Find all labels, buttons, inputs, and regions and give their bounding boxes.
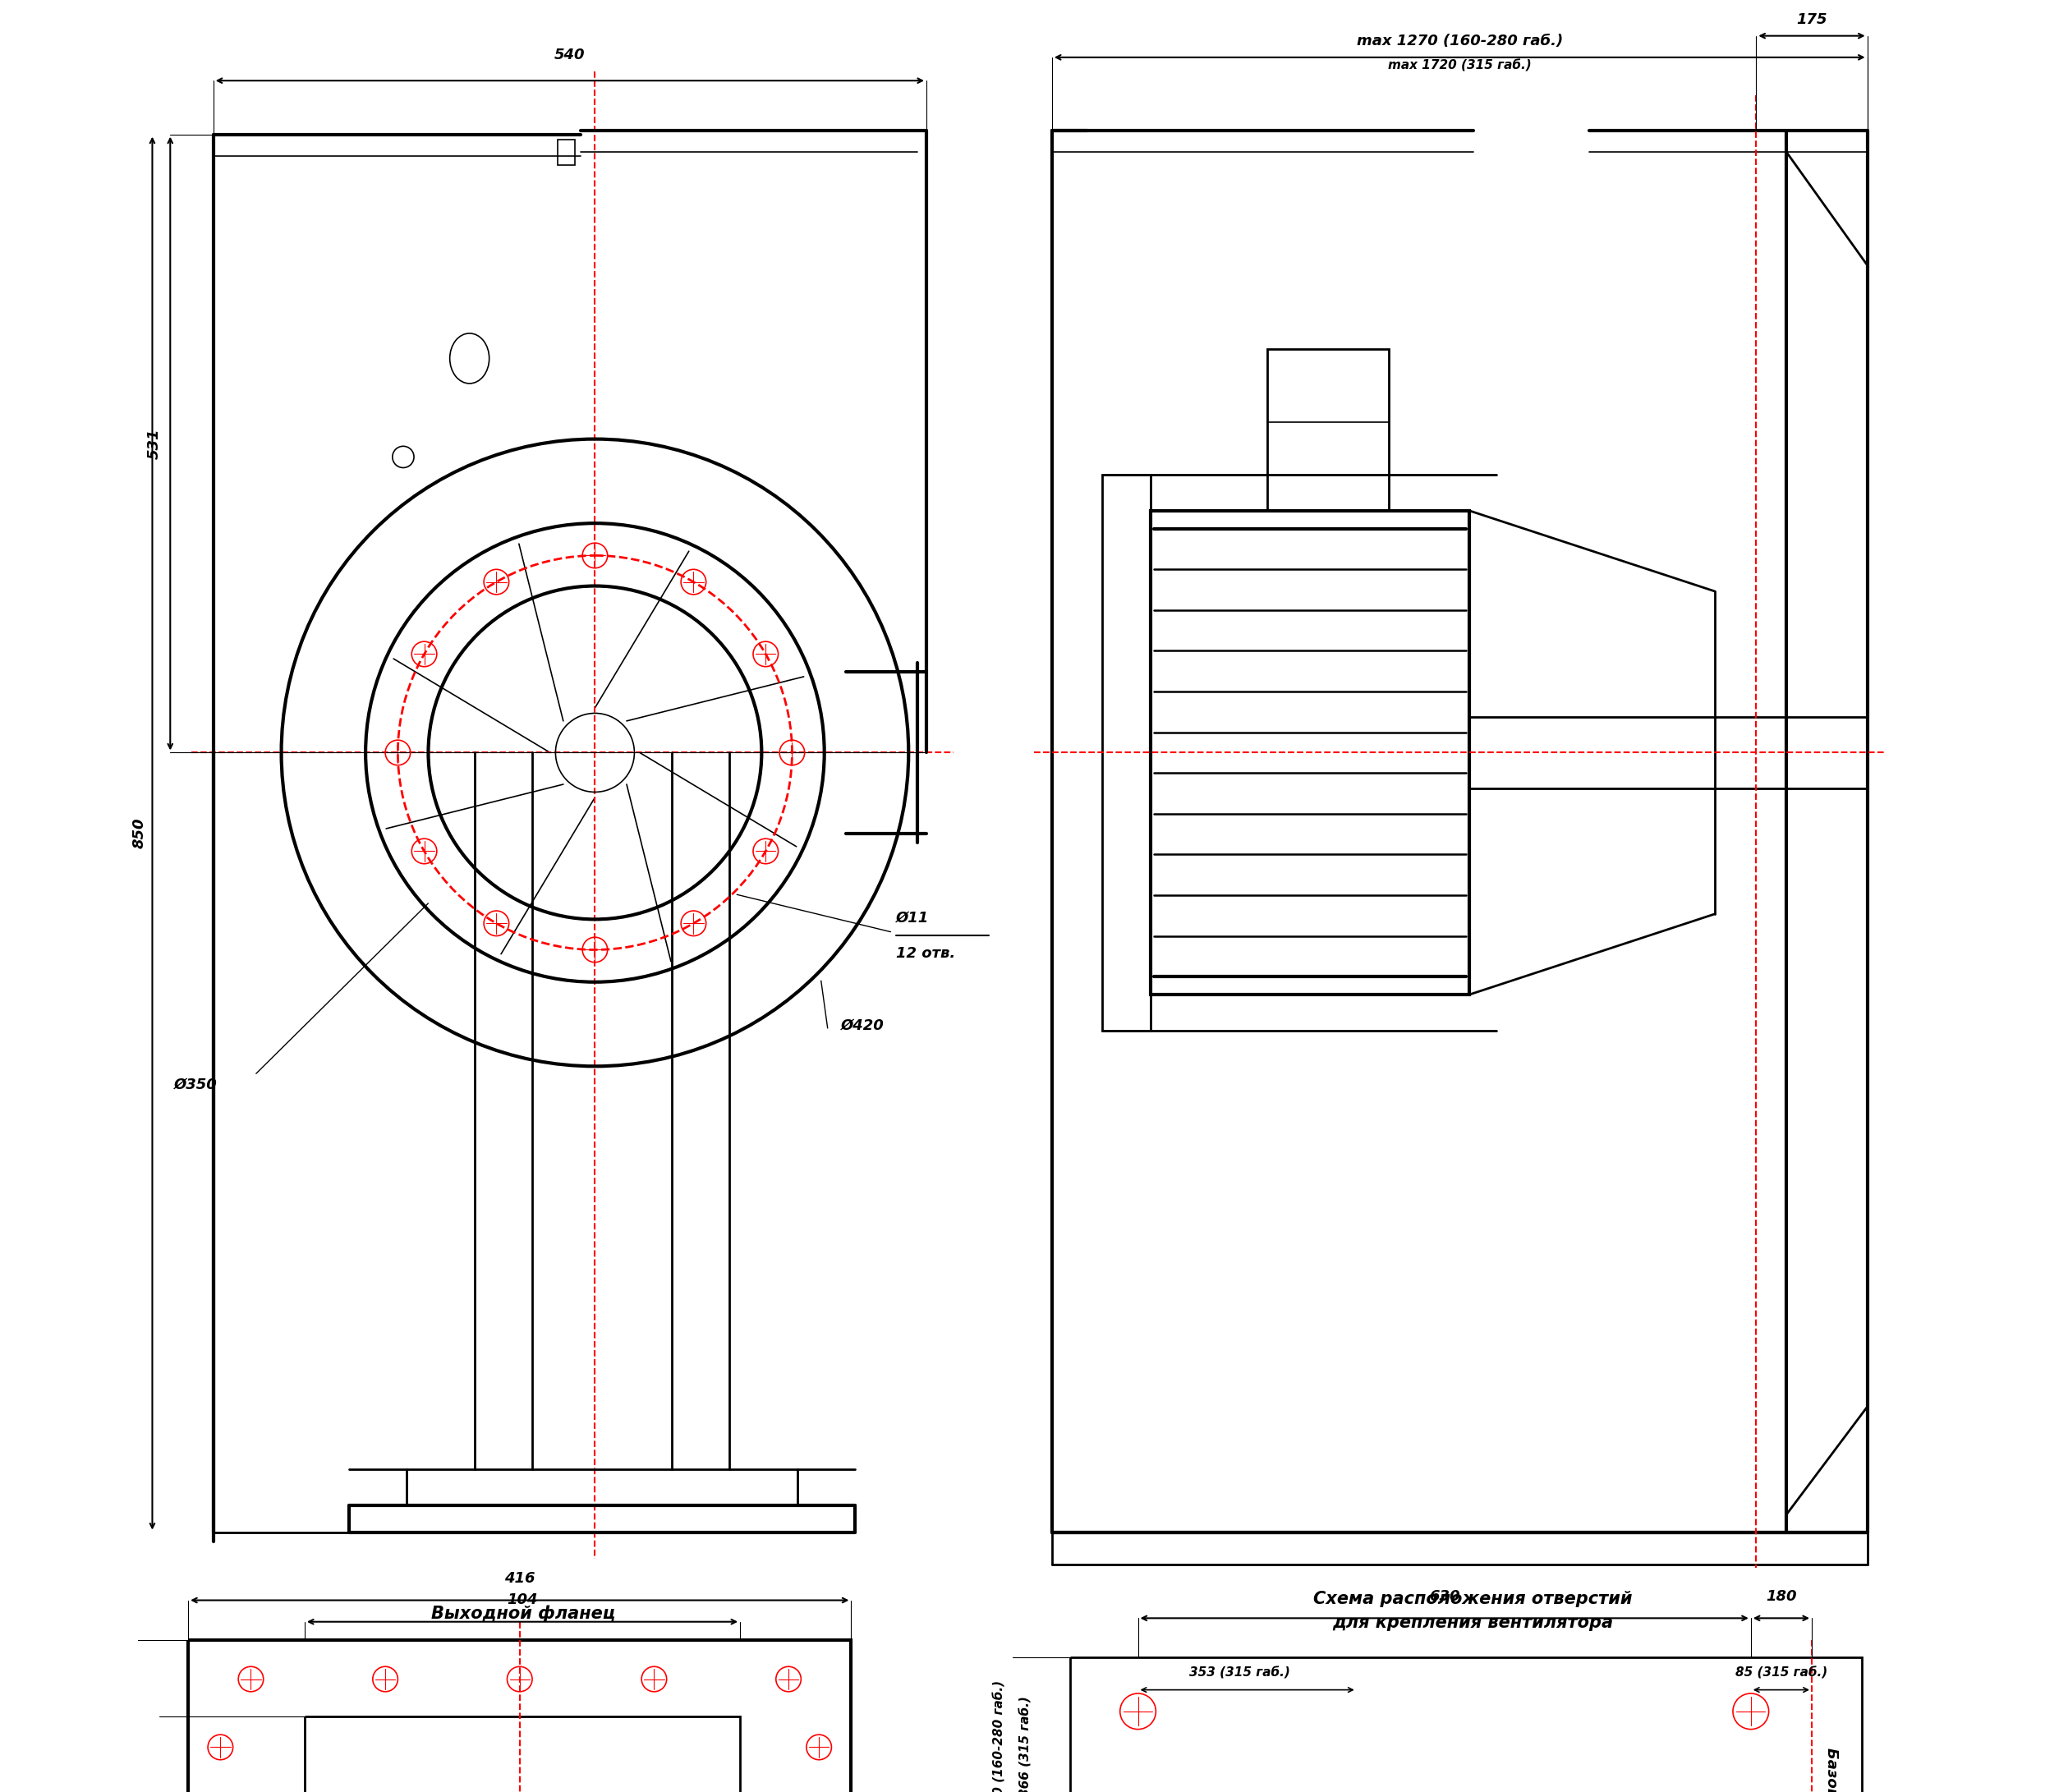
Text: для крепления вентилятора: для крепления вентилятора — [1332, 1615, 1613, 1631]
Text: 85 (315 габ.): 85 (315 габ.) — [1735, 1667, 1828, 1679]
Text: Базовая плоскость: Базовая плоскость — [1824, 1747, 1838, 1792]
Text: Ø11: Ø11 — [895, 910, 929, 925]
Bar — [304, 1717, 740, 1792]
Text: max 1720 (315 габ.): max 1720 (315 габ.) — [1388, 59, 1532, 72]
Text: 12 отв.: 12 отв. — [895, 946, 955, 961]
Text: Схема расположения отверстий: Схема расположения отверстий — [1313, 1591, 1632, 1607]
Text: 850: 850 — [132, 817, 147, 849]
Text: max 1270 (160-280 габ.): max 1270 (160-280 габ.) — [1357, 34, 1563, 48]
Bar — [1150, 511, 1470, 995]
Text: 540: 540 — [554, 48, 585, 63]
Text: 866 (315 габ.): 866 (315 габ.) — [1020, 1695, 1032, 1792]
Bar — [1069, 1658, 1861, 1792]
Bar — [1268, 349, 1390, 511]
Text: 531: 531 — [147, 428, 161, 459]
Text: 353 (315 габ.): 353 (315 габ.) — [1189, 1667, 1290, 1679]
Bar — [556, 140, 575, 165]
Text: Выходной фланец: Выходной фланец — [432, 1606, 616, 1622]
Text: Ø420: Ø420 — [840, 1018, 883, 1032]
Text: 104: 104 — [507, 1593, 538, 1607]
Bar — [188, 1640, 852, 1792]
Text: 750 (160-280 габ.): 750 (160-280 габ.) — [993, 1679, 1005, 1792]
Text: Ø350: Ø350 — [174, 1077, 217, 1091]
Text: 180: 180 — [1766, 1590, 1797, 1604]
Text: 175: 175 — [1797, 13, 1828, 27]
Text: 630: 630 — [1429, 1590, 1460, 1604]
Text: 416: 416 — [505, 1572, 536, 1586]
